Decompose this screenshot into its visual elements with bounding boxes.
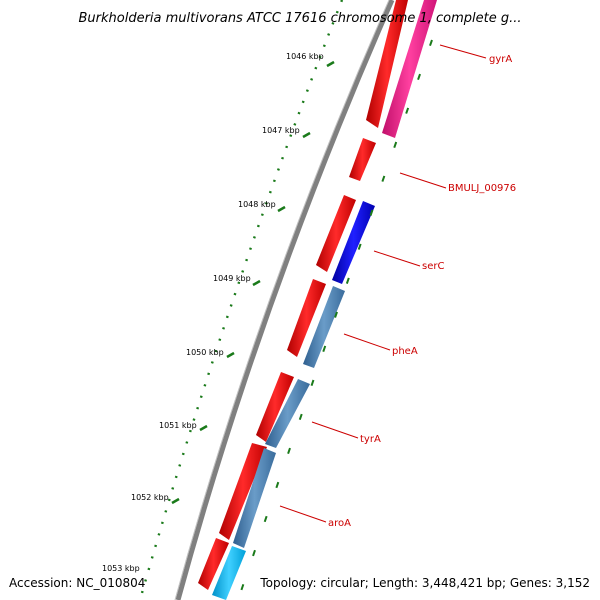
tick-label-1049: 1049 kbp — [213, 274, 251, 283]
cds-feature[interactable] — [366, 0, 408, 128]
gene-label-tyrA: tyrA — [360, 434, 381, 445]
gene-feature-serC[interactable] — [332, 201, 375, 284]
gene-label-serC: serC — [422, 261, 444, 272]
gene-feature-pheA[interactable] — [303, 286, 345, 368]
chromosome-backbone — [175, 0, 395, 600]
gene-feature[interactable] — [212, 546, 246, 600]
gene-label-BMULJ_00976: BMULJ_00976 — [448, 183, 516, 194]
tick-marks — [171, 60, 335, 505]
gene-label-gyrA: gyrA — [489, 54, 512, 65]
cds-feature[interactable] — [219, 443, 267, 540]
gene-feature-aroA[interactable] — [233, 448, 276, 548]
label-lines — [279, 44, 487, 523]
tick-label-1053: 1053 kbp — [102, 564, 140, 573]
map-title: Burkholderia multivorans ATCC 17616 chro… — [79, 11, 522, 26]
accession-label: Accession: NC_010804 — [9, 576, 145, 590]
cds-feature[interactable] — [287, 279, 326, 357]
cds-feature[interactable] — [256, 372, 294, 442]
chromosome-backbone-highlight — [174, 0, 390, 600]
tick-label-1051: 1051 kbp — [159, 421, 197, 430]
gene-feature-gyrA[interactable] — [382, 0, 437, 138]
gene-label-pheA: pheA — [392, 346, 418, 357]
tick-label-1050: 1050 kbp — [186, 348, 224, 357]
cds-feature[interactable] — [349, 138, 376, 181]
gene-label-aroA: aroA — [328, 518, 351, 529]
tick-label-1048: 1048 kbp — [238, 200, 276, 209]
cds-feature[interactable] — [198, 538, 229, 590]
gene-feature-tyrA[interactable] — [265, 379, 310, 448]
gene-track — [212, 0, 437, 600]
genome-summary: Topology: circular; Length: 3,448,421 bp… — [259, 576, 590, 590]
tick-label-1047: 1047 kbp — [262, 126, 300, 135]
tick-label-1052: 1052 kbp — [131, 493, 169, 502]
cds-feature[interactable] — [316, 195, 356, 272]
cds-track — [198, 0, 408, 590]
tick-label-1046: 1046 kbp — [286, 52, 324, 61]
